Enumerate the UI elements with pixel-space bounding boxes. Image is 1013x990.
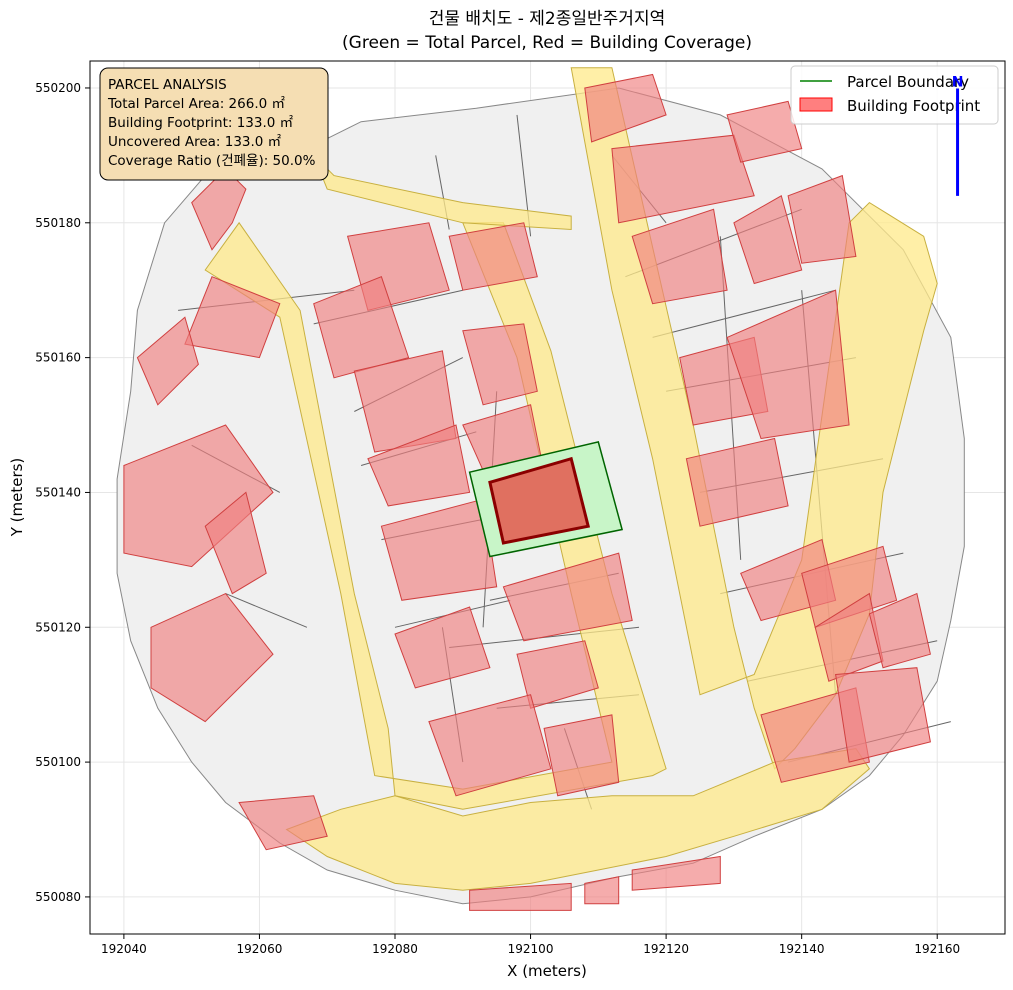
y-tick-label: 550100 [35, 755, 81, 769]
legend-building-label: Building Footprint [847, 97, 980, 115]
neighbor-building [238, 795, 328, 851]
x-tick-label: 192060 [237, 942, 283, 956]
neighbor-building [835, 667, 931, 763]
y-axis-label: Y (meters) [8, 458, 26, 538]
x-tick-label: 192080 [372, 942, 418, 956]
y-tick-label: 550080 [35, 890, 81, 904]
neighbor-building [631, 208, 728, 305]
parcel-analysis-box: PARCEL ANALYSIS Total Parcel Area: 266.0… [99, 67, 329, 181]
neighbor-building [543, 714, 620, 797]
legend: Parcel Boundary Building Footprint [790, 65, 999, 125]
neighbor-building [516, 640, 599, 709]
info-line-footprint: Building Footprint: 133.0 ㎡ [108, 115, 294, 131]
neighbor-building [448, 222, 538, 291]
lot-line [225, 593, 308, 628]
info-line-coverage-ratio: Coverage Ratio (건폐율): 50.0% [108, 153, 316, 169]
neighbor-building [150, 592, 274, 723]
y-tick-label: 550160 [35, 351, 81, 365]
neighbor-building [367, 424, 471, 507]
legend-frame [790, 65, 999, 125]
chart-title-line1: 건물 배치도 - 제2종일반주거지역 [429, 9, 665, 29]
neighbor-building [502, 552, 633, 642]
map-layer [116, 67, 965, 911]
plot-frame [89, 60, 1006, 935]
chart-title-line2: (Green = Total Parcel, Red = Building Co… [342, 33, 752, 53]
north-arrow-label: N [952, 74, 964, 90]
road-polygon [313, 155, 572, 231]
x-tick-label: 192040 [101, 942, 147, 956]
neighbor-building [428, 694, 552, 797]
legend-parcel-label: Parcel Boundary [847, 73, 969, 91]
neighbor-building [726, 100, 803, 163]
y-axis-ticks: 550080 550100 550120 550140 550160 550180 5502… [35, 81, 90, 904]
x-tick-label: 192100 [508, 942, 554, 956]
neighbor-building [868, 592, 931, 669]
neighbor-building [584, 73, 667, 143]
neighbor-building [462, 323, 538, 406]
info-line-total-area: Total Parcel Area: 266.0 ㎡ [107, 96, 285, 112]
neighbor-building [631, 855, 721, 891]
x-tick-label: 192160 [914, 942, 960, 956]
road-polygon [204, 221, 667, 810]
neighbor-building [380, 498, 498, 601]
info-line-uncovered: Uncovered Area: 133.0 ㎡ [108, 134, 282, 150]
info-line-heading: PARCEL ANALYSIS [108, 77, 227, 93]
neighbor-building [584, 876, 620, 905]
neighbor-building [394, 606, 491, 689]
info-box-background [99, 67, 329, 181]
neighbor-building [801, 545, 898, 628]
x-axis-ticks: 192040 192060 192080 192100 192120 192140 1921… [101, 934, 960, 956]
neighbor-building [204, 491, 267, 595]
plot-area [89, 60, 1006, 935]
neighbor-building [726, 289, 850, 440]
neighbor-building [313, 276, 410, 379]
x-axis-label: X (meters) [507, 962, 587, 980]
y-tick-label: 550180 [35, 216, 81, 230]
x-tick-label: 192120 [643, 942, 689, 956]
y-tick-label: 550120 [35, 620, 81, 634]
y-tick-label: 550200 [35, 81, 81, 95]
lot-line [652, 289, 836, 338]
subject-building-footprint [488, 456, 591, 545]
neighbor-building [787, 174, 857, 264]
neighbor-building [184, 276, 281, 359]
road-polygon [285, 748, 871, 891]
neighbor-building [685, 437, 789, 527]
x-tick-label: 192140 [779, 942, 825, 956]
neighbor-building [136, 316, 199, 406]
neighbor-building [733, 195, 803, 285]
neighbor-building [469, 882, 572, 911]
north-arrow: N [952, 74, 964, 196]
legend-building-swatch [799, 97, 833, 112]
neighbor-building [611, 134, 755, 224]
y-tick-label: 550140 [35, 485, 81, 499]
